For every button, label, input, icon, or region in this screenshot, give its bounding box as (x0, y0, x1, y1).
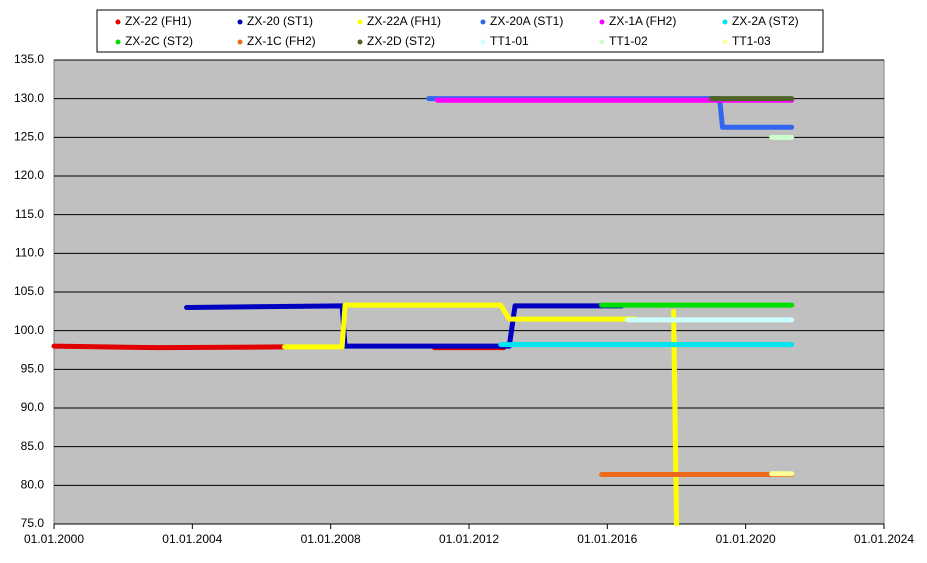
y-tick-label: 90.0 (21, 400, 45, 414)
legend-marker (599, 19, 605, 25)
y-tick-label: 120.0 (14, 168, 44, 182)
legend-label: TT1-03 (732, 34, 771, 48)
legend-label: TT1-01 (490, 34, 529, 48)
legend-marker (237, 39, 243, 45)
x-tick-label: 01.01.2024 (854, 532, 914, 546)
legend-marker (237, 19, 243, 25)
y-tick-label: 75.0 (21, 516, 45, 530)
y-tick-label: 85.0 (21, 439, 45, 453)
series-line (184, 303, 625, 349)
legend-label: TT1-02 (609, 34, 648, 48)
legend-label: ZX-2D (ST2) (367, 34, 435, 48)
x-tick-label: 01.01.2020 (716, 532, 776, 546)
legend-label: ZX-20A (ST1) (490, 14, 563, 28)
y-tick-label: 105.0 (14, 284, 44, 298)
y-tick-label: 135.0 (14, 52, 44, 66)
legend-label: ZX-22A (FH1) (367, 14, 441, 28)
legend-box (96, 9, 824, 53)
y-tick-label: 130.0 (14, 91, 44, 105)
y-tick-label: 80.0 (21, 478, 45, 492)
legend-marker (115, 19, 121, 25)
legend-label: ZX-22 (FH1) (125, 14, 192, 28)
x-tick-label: 01.01.2004 (162, 532, 222, 546)
y-tick-label: 110.0 (15, 246, 44, 260)
legend-marker (357, 19, 363, 25)
legend-marker (480, 19, 486, 25)
legend-marker (480, 39, 486, 45)
legend-marker (599, 39, 605, 45)
legend-marker (357, 39, 363, 45)
y-tick-label: 115.0 (15, 207, 44, 221)
legend-label: ZX-2A (ST2) (732, 14, 799, 28)
x-tick-label: 01.01.2012 (439, 532, 499, 546)
y-tick-label: 100.0 (14, 323, 44, 337)
x-tick-label: 01.01.2016 (577, 532, 637, 546)
x-tick-label: 01.01.2000 (24, 532, 84, 546)
y-tick-label: 125.0 (14, 130, 44, 144)
legend-label: ZX-1A (FH2) (609, 14, 676, 28)
legend-label: ZX-20 (ST1) (247, 14, 313, 28)
legend-label: ZX-1C (FH2) (247, 34, 316, 48)
x-tick-label: 01.01.2008 (301, 532, 361, 546)
legend-marker (722, 39, 728, 45)
legend-marker (115, 39, 121, 45)
legend-label: ZX-2C (ST2) (125, 34, 193, 48)
legend-marker (722, 19, 728, 25)
y-tick-label: 95.0 (21, 362, 45, 376)
